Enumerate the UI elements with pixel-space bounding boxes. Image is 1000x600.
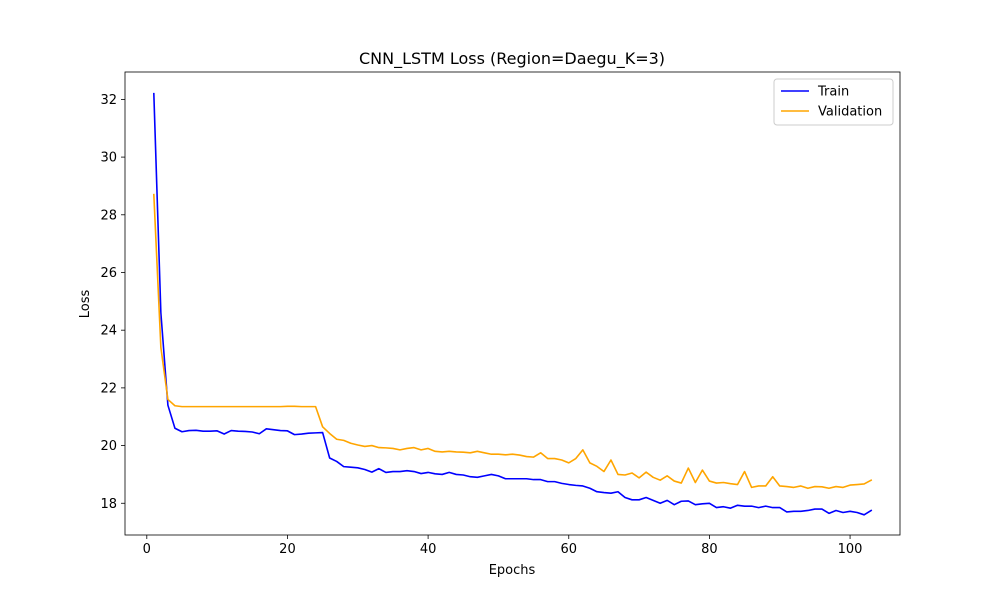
x-tick-label: 80 (701, 542, 718, 557)
y-tick-label: 18 (100, 497, 117, 512)
y-tick-label: 22 (100, 381, 117, 396)
x-tick-label: 40 (420, 542, 437, 557)
x-axis-label: Epochs (489, 563, 536, 578)
series-line-validation (152, 193, 873, 490)
y-tick-label: 26 (100, 266, 117, 281)
plot-area: 0 20 40 60 80 100 18 20 22 24 26 28 30 32 (100, 71, 901, 557)
y-axis-label: Loss (78, 290, 93, 319)
chart-title: CNN_LSTM Loss (Region=Daegu_K=3) (359, 49, 665, 69)
y-tick-label: 28 (100, 208, 117, 223)
x-tick-label: 0 (143, 542, 151, 557)
x-tick-label: 20 (279, 542, 296, 557)
y-tick-label: 24 (100, 324, 117, 339)
y-tick-label: 30 (100, 151, 117, 166)
legend: Train Validation (773, 78, 894, 126)
y-tick-label: 32 (100, 93, 117, 108)
x-tick-label: 60 (560, 542, 577, 557)
x-tick-label: 100 (838, 542, 863, 557)
series-line-train (153, 92, 873, 516)
y-tick-label: 20 (100, 439, 117, 454)
legend-label-train: Train (817, 85, 849, 100)
axes-frame (124, 71, 901, 536)
legend-label-validation: Validation (818, 105, 882, 120)
